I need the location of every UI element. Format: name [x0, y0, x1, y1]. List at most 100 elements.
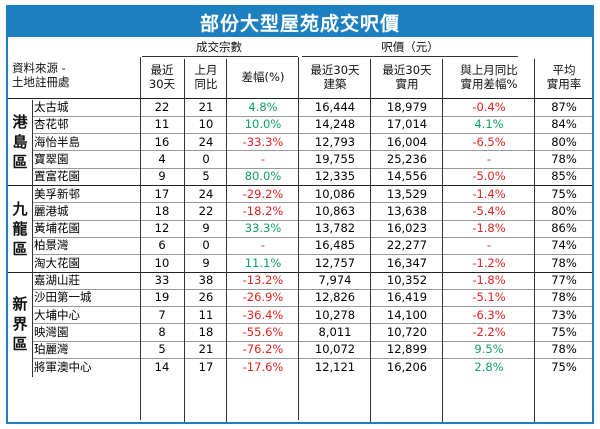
- cell-chg: -33.3%: [242, 134, 284, 149]
- cell-estate: 淘大花園: [34, 255, 80, 270]
- cell-gross: 19,755: [314, 151, 356, 166]
- row-divider: [32, 202, 592, 204]
- cell-recent: 33: [154, 273, 170, 287]
- cell-gross: 16,444: [314, 100, 356, 114]
- cell-net: 13,529: [386, 186, 428, 201]
- region-label: 新界區: [10, 272, 30, 376]
- col-net-change-l2: 實用差幅%: [460, 77, 518, 91]
- cell-chg: 4.8%: [248, 100, 278, 114]
- row-divider: [32, 306, 592, 308]
- cell-eff: 84%: [551, 117, 577, 132]
- cell-last: 10: [198, 117, 214, 132]
- table-row: 珀麗灣 5 21 -76.2% 10,072 12,899 9.5% 78%: [8, 341, 592, 358]
- cell-estate: 麗港城: [34, 203, 69, 218]
- row-divider: [32, 219, 592, 221]
- cell-eff: 80%: [551, 134, 577, 149]
- cell-eff: 85%: [551, 169, 577, 184]
- cell-eff: 78%: [551, 342, 577, 357]
- row-divider: [32, 150, 592, 152]
- cell-net: 16,419: [386, 290, 428, 305]
- region-char: 龍: [12, 219, 28, 238]
- cell-estate: 置富花園: [34, 169, 80, 184]
- table-row: 太古城 22 21 4.8% 16,444 18,979 -0.4% 87%: [8, 99, 592, 116]
- cell-last: 24: [198, 186, 214, 201]
- cell-last: 5: [202, 169, 210, 184]
- cell-gross: 10,072: [314, 342, 356, 357]
- group-underline-transactions: [142, 56, 298, 57]
- row-divider: [32, 115, 592, 117]
- cell-eff: 78%: [551, 255, 577, 270]
- cell-recent: 17: [154, 186, 170, 201]
- col-last-month-l1: 上月: [194, 63, 218, 77]
- cell-net-chg: -6.5%: [472, 134, 506, 149]
- cell-chg: -17.6%: [242, 359, 284, 374]
- row-divider: [32, 288, 592, 290]
- cell-eff: 75%: [551, 359, 577, 374]
- region-char: 島: [12, 133, 28, 152]
- cell-net-chg: -1.2%: [472, 255, 506, 270]
- cell-chg: -76.2%: [242, 342, 284, 357]
- col-net-change-l1: 與上月同比: [460, 63, 518, 77]
- table-row: 麗港城 18 22 -18.2% 10,863 13,638 -5.4% 80%: [8, 203, 592, 220]
- source-line-1: 資料來源 -: [12, 61, 66, 75]
- cell-estate: 杏花邨: [34, 117, 69, 132]
- cell-recent: 19: [154, 290, 170, 305]
- cell-last: 9: [202, 255, 210, 270]
- cell-eff: 73%: [551, 307, 577, 322]
- cell-chg: -26.9%: [242, 290, 284, 305]
- cell-recent: 16: [154, 134, 170, 149]
- table-row: 淘大花園 10 9 11.1% 12,757 16,347 -1.2% 78%: [8, 255, 592, 272]
- col-recent30-l2: 30天: [148, 77, 176, 91]
- row-divider: [32, 236, 592, 238]
- table-row: 海怡半島 16 24 -33.3% 12,793 16,004 -6.5% 80%: [8, 134, 592, 151]
- col-last-month-l2: 同比: [194, 77, 218, 91]
- col-recent30: 最近 30天: [142, 59, 182, 95]
- group-transactions: 成交宗數: [196, 40, 242, 54]
- region-divider: [8, 185, 592, 186]
- cell-chg: -55.6%: [242, 324, 284, 339]
- cell-gross: 12,793: [314, 134, 356, 149]
- cell-recent: 5: [158, 342, 166, 357]
- cell-eff: 75%: [551, 186, 577, 201]
- cell-eff: 74%: [551, 238, 577, 253]
- cell-net: 16,023: [386, 221, 428, 236]
- column-divider: [226, 59, 227, 422]
- cell-gross: 10,863: [314, 203, 356, 218]
- cell-gross: 12,826: [314, 290, 356, 305]
- table-row: 美孚新邨 17 24 -29.2% 10,086 13,529 -1.4% 75%: [8, 186, 592, 203]
- cell-last: 24: [198, 134, 214, 149]
- col-last-month: 上月 同比: [186, 59, 226, 95]
- region-char: 區: [12, 334, 28, 353]
- table-row: 映灣園 8 18 -55.6% 8,011 10,720 -2.2% 75%: [8, 324, 592, 341]
- group-underline-price: [302, 56, 518, 57]
- row-divider: [32, 323, 592, 325]
- cell-recent: 8: [158, 324, 166, 339]
- col-net30: 最近30天 實用: [372, 59, 442, 95]
- cell-net: 16,004: [386, 134, 428, 149]
- cell-chg: -: [260, 238, 266, 253]
- table-row: 大埔中心 7 11 -36.4% 10,278 14,100 -6.3% 73%: [8, 307, 592, 324]
- cell-chg: 11.1%: [244, 255, 282, 270]
- cell-recent: 10: [154, 255, 170, 270]
- cell-last: 38: [198, 273, 214, 287]
- cell-eff: 75%: [551, 324, 577, 339]
- cell-last: 21: [198, 100, 214, 114]
- cell-estate: 黃埔花園: [34, 221, 80, 236]
- region-char: 九: [12, 199, 28, 218]
- page-title: 部份大型屋苑成交呎價: [8, 7, 592, 37]
- cell-estate: 珀麗灣: [34, 342, 69, 357]
- cell-estate: 大埔中心: [34, 307, 80, 322]
- cell-net-chg: -5.4%: [472, 203, 506, 218]
- source-label: 資料來源 - 土地註冊處: [12, 55, 132, 95]
- cell-estate: 美孚新邨: [34, 186, 80, 201]
- cell-recent: 7: [158, 307, 166, 322]
- column-divider: [534, 59, 535, 422]
- col-change-pct: 差幅(%): [241, 70, 285, 84]
- cell-chg: 10.0%: [244, 117, 282, 132]
- cell-net-chg: -: [486, 238, 492, 253]
- cell-last: 0: [202, 238, 210, 253]
- cell-net: 22,277: [386, 238, 428, 253]
- cell-eff: 80%: [551, 203, 577, 218]
- cell-gross: 10,278: [314, 307, 356, 322]
- col-gross30-l2: 建築: [323, 77, 347, 91]
